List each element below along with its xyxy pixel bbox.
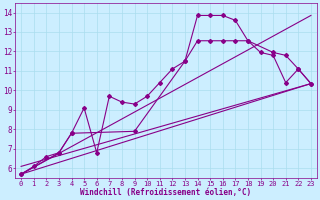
X-axis label: Windchill (Refroidissement éolien,°C): Windchill (Refroidissement éolien,°C) bbox=[80, 188, 252, 197]
